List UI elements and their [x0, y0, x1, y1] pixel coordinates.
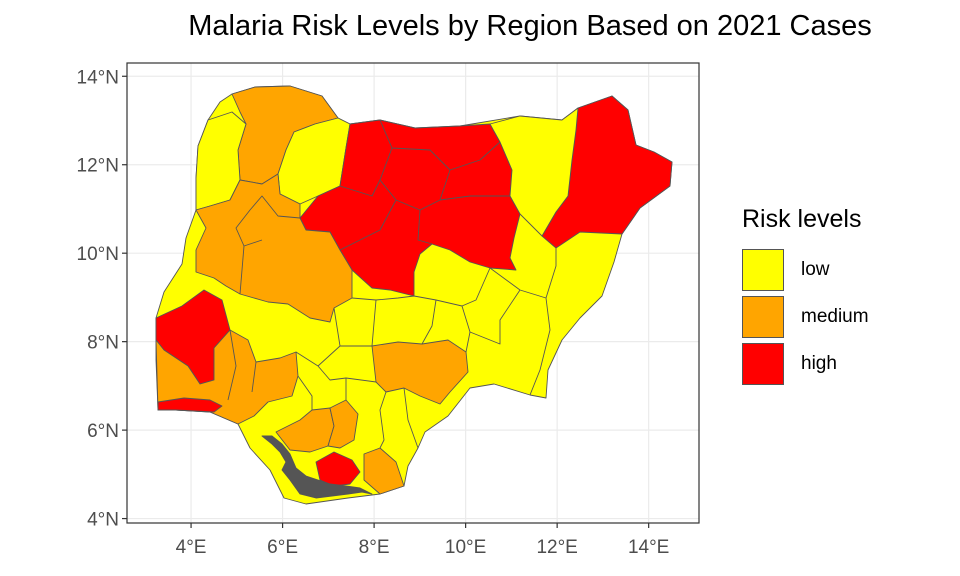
x-tick-label: 12°E	[536, 537, 577, 558]
region-niger	[195, 173, 353, 323]
region-border	[295, 248, 557, 449]
y-tick-label: 4°N	[87, 510, 119, 531]
legend-label-medium: medium	[801, 305, 869, 327]
x-tick-label: 4°E	[176, 537, 207, 558]
legend-title: Risk levels	[742, 205, 862, 233]
region-border	[227, 329, 257, 401]
y-tick-label: 12°N	[77, 156, 119, 177]
legend-item-high: high	[742, 340, 869, 387]
x-tick-label: 10°E	[445, 537, 486, 558]
legend-key-medium	[742, 295, 784, 338]
region-layer	[155, 85, 673, 505]
legend-key-high	[742, 342, 784, 385]
y-tick-label: 10°N	[77, 244, 119, 265]
region-border	[339, 119, 510, 251]
region-border	[235, 195, 301, 295]
legend-item-medium: medium	[742, 293, 869, 340]
legend: Risk levels low medium high	[742, 205, 869, 387]
legend-label-low: low	[801, 258, 830, 280]
region-lagos	[157, 397, 223, 413]
x-tick-label: 6°E	[267, 537, 298, 558]
panel-border	[126, 62, 700, 524]
region-bauchi	[489, 107, 579, 237]
x-tick-label: 14°E	[628, 537, 669, 558]
region-coast-delta	[261, 435, 373, 499]
region-anambra	[327, 399, 359, 449]
legend-label-high: high	[801, 352, 837, 374]
map-title: Malaria Risk Levels by Region Based on 2…	[188, 10, 872, 42]
y-tick-label: 8°N	[87, 333, 119, 354]
axes: 4°E 6°E 8°E 10°E 12°E 14°E 4°N 6°N 8°N 10°N 12°N 14…	[77, 67, 670, 558]
x-tick-label: 8°E	[359, 537, 390, 558]
legend-item-low: low	[742, 246, 869, 293]
y-tick-label: 6°N	[87, 421, 119, 442]
legend-key-low	[742, 248, 784, 291]
y-tick-label: 14°N	[77, 67, 119, 88]
